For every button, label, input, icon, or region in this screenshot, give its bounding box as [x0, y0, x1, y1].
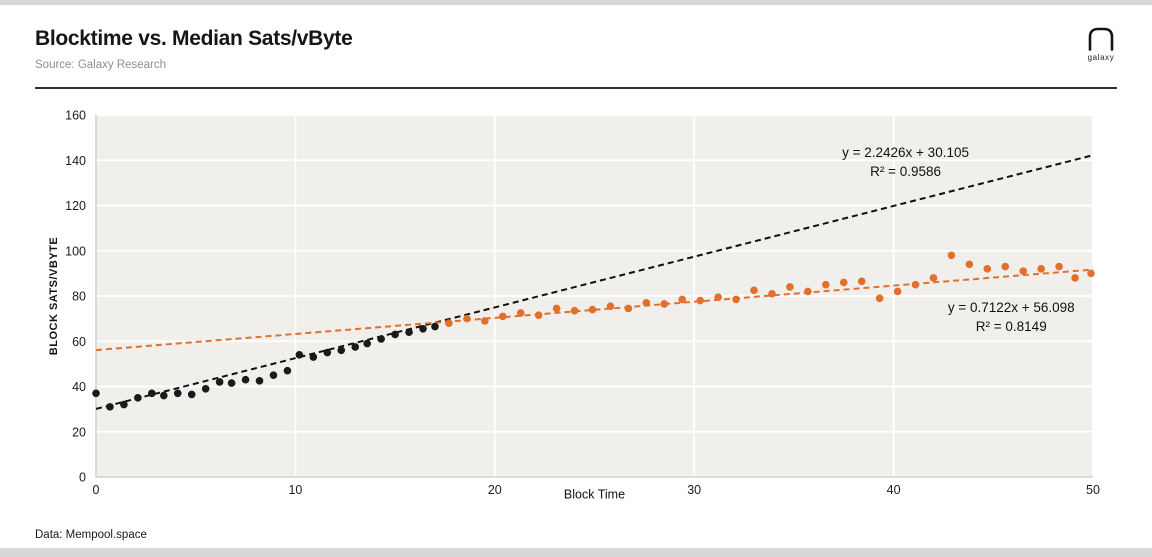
bottom-edge-strip	[0, 548, 1152, 557]
scatter-point	[1071, 274, 1079, 282]
scatter-point	[309, 353, 318, 361]
scatter-point	[173, 389, 182, 398]
scatter-point	[241, 375, 250, 384]
scatter-point	[822, 280, 830, 289]
galaxy-logo-label: galaxy	[1087, 53, 1115, 62]
scatter-point	[696, 296, 704, 305]
scatter-point	[1001, 262, 1010, 271]
scatter-point	[377, 335, 385, 343]
scatter-point	[351, 343, 360, 351]
trend-equation: y = 2.2426x + 30.105	[842, 145, 969, 160]
scatter-point	[201, 384, 210, 393]
scatter-point	[857, 277, 866, 286]
chart: 0 20 40 60 80 100 120 140 160 0 10 20 30 40 50 y = 2.24…	[0, 100, 1152, 520]
x-tick-label: 30	[687, 483, 701, 497]
top-edge-strip	[0, 0, 1152, 5]
scatter-point	[120, 400, 128, 409]
scatter-point	[570, 306, 579, 315]
scatter-point	[337, 346, 346, 355]
scatter-point	[295, 351, 304, 359]
scatter-point	[134, 394, 142, 402]
scatter-point	[804, 287, 812, 296]
y-tick-label: 160	[65, 109, 86, 123]
scatter-point	[431, 322, 439, 331]
scatter-point	[92, 389, 100, 398]
trend-r2: R² = 0.9586	[870, 164, 941, 179]
y-tick-label: 0	[79, 471, 86, 485]
scatter-point	[481, 317, 489, 325]
galaxy-logo-icon	[1088, 27, 1114, 51]
scatter-point	[159, 391, 168, 400]
scatter-point	[965, 260, 974, 269]
scatter-point	[1055, 262, 1063, 271]
scatter-point	[227, 379, 236, 387]
scatter-point	[768, 289, 776, 298]
y-tick-label: 100	[65, 244, 86, 258]
header-divider	[35, 87, 1117, 89]
y-tick-label: 60	[72, 335, 86, 349]
trend-equation: y = 0.7122x + 56.098	[948, 300, 1075, 315]
x-tick-label: 40	[887, 483, 901, 497]
x-axis-label: Block Time	[564, 488, 625, 502]
x-tick-label: 10	[288, 483, 302, 497]
scatter-point	[839, 278, 848, 287]
scatter-point	[911, 280, 920, 289]
header: Blocktime vs. Median Sats/vByte Source: …	[0, 0, 1152, 72]
scatter-point	[516, 309, 525, 317]
x-tick-label: 20	[488, 483, 502, 497]
scatter-point	[642, 298, 651, 307]
scatter-point	[678, 295, 687, 304]
scatter-point	[363, 339, 371, 348]
scatter-point	[983, 265, 992, 273]
scatter-point	[405, 328, 413, 336]
scatter-point	[255, 377, 264, 385]
scatter-point	[750, 286, 758, 295]
trend-r2: R² = 0.8149	[976, 319, 1047, 334]
scatter-point	[419, 325, 427, 333]
scatter-point	[534, 311, 543, 320]
y-tick-label: 80	[72, 290, 86, 304]
scatter-point	[947, 251, 956, 260]
scatter-point	[660, 300, 669, 308]
y-tick-label: 40	[72, 380, 86, 394]
data-note: Data: Mempool.space	[35, 529, 147, 541]
y-tick-label: 20	[72, 425, 86, 439]
scatter-point	[1087, 269, 1095, 278]
trendline-black-fit	[95, 154, 1094, 410]
scatter-point	[875, 294, 884, 303]
scatter-point	[624, 304, 633, 313]
scatter-point	[929, 274, 938, 282]
galaxy-logo: galaxy	[1086, 26, 1116, 62]
x-tick-label: 50	[1086, 483, 1100, 497]
scatter-point	[463, 314, 471, 323]
y-tick-label: 120	[65, 199, 86, 213]
source-label: Source: Galaxy Research	[35, 59, 167, 71]
scatter-point	[1019, 267, 1028, 275]
scatter-point	[391, 330, 399, 339]
scatter-point	[323, 348, 332, 357]
y-axis-label: BLOCK SATS/VBYTE	[48, 237, 60, 355]
scatter-point	[786, 283, 794, 291]
x-tick-label: 0	[93, 483, 100, 497]
scatter-point	[606, 302, 615, 310]
scatter-point	[445, 319, 453, 327]
scatter-point	[106, 403, 114, 411]
y-tick-label: 140	[65, 154, 86, 168]
scatter-point	[893, 287, 902, 296]
scatter-point	[552, 304, 561, 313]
scatter-point	[215, 378, 224, 386]
chart-canvas: 0 20 40 60 80 100 120 140 160 0 10 20 30 40 50 y = 2.24…	[48, 109, 1100, 502]
scatter-point	[148, 389, 156, 398]
scatter-point	[269, 371, 278, 379]
scatter-point	[732, 295, 740, 304]
scatter-point	[283, 366, 292, 375]
page-title: Blocktime vs. Median Sats/vByte	[35, 27, 353, 50]
scatter-point	[1037, 265, 1045, 273]
scatter-point	[187, 390, 196, 399]
scatter-point	[498, 312, 507, 321]
scatter-point	[588, 305, 597, 314]
scatter-point	[714, 293, 722, 301]
